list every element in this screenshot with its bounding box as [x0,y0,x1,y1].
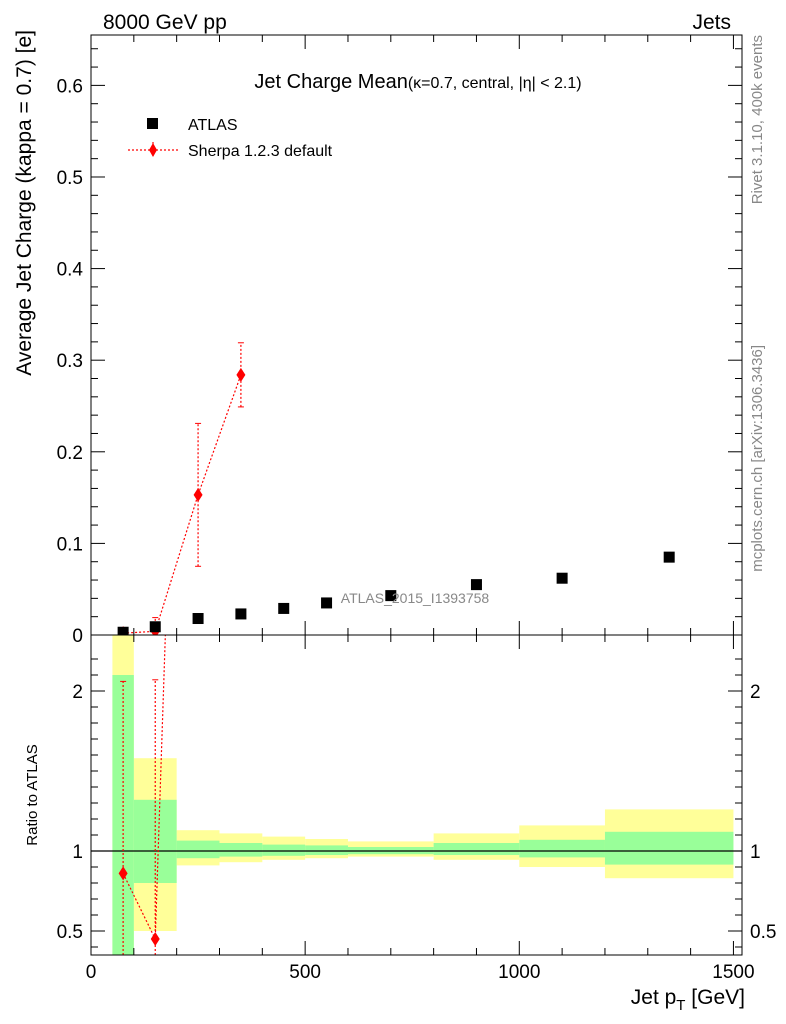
ratio-y-tick-label-right: 2 [750,682,761,703]
sherpa-point [236,367,246,382]
x-tick-label: 0 [86,962,97,983]
ratio-sherpa-point [150,932,160,946]
atlas-point [663,551,675,563]
ratio-band-inner [305,845,348,855]
atlas-point [278,602,290,614]
y-tick-label: 0.3 [57,351,83,372]
energy-label: 8000 GeV pp [103,11,227,34]
atlas-point [235,608,247,620]
watermark: ATLAS_2015_I1393758 [341,590,490,606]
y-tick-label: 0.2 [57,443,83,464]
y-tick-label: 0 [72,626,83,647]
y-tick-label: 0.5 [57,168,83,189]
process-label: Jets [692,11,731,34]
ratio-y-tick-label: 0.5 [57,922,83,943]
rivet-version-label: Rivet 3.1.10, 400k events [749,35,766,204]
atlas-point [556,572,568,584]
ratio-y-tick-label-right: 1 [750,842,761,863]
x-tick-label: 1500 [712,962,754,983]
atlas-point [321,597,333,609]
legend-marker-sherpa [149,143,157,157]
x-tick-label: 1000 [498,962,540,983]
ratio-band-inner [219,843,263,857]
ratio-band-inner [262,844,306,856]
atlas-point [385,590,397,602]
ratio-y-tick-label: 2 [72,682,83,703]
main-panel: 00.10.20.30.40.50.6 ATLAS_2015_I1393758 … [13,30,743,647]
ratio-panel-frame [90,634,743,956]
legend-marker-atlas [147,118,158,129]
x-axis-label-subscript: T [676,997,685,1014]
y-tick-label: 0.6 [57,76,83,97]
mcplots-label: mcplots.cern.ch [arXiv:1306.3436] [749,345,766,572]
legend-label-atlas: ATLAS [188,117,238,134]
atlas-point [192,613,204,625]
ratio-sherpa-point [118,866,128,881]
sherpa-line [123,374,242,634]
ratio-y-tick-label: 1 [72,842,83,863]
chart-title-sub: (κ=0.7, central, |η| < 2.1) [408,75,582,92]
legend: ATLAS Sherpa 1.2.3 default [128,117,333,160]
y-tick-label: 0.1 [57,534,83,555]
atlas-point [149,621,161,633]
ratio-band-inner [176,840,220,859]
atlas-point [470,579,482,591]
atlas-point [117,626,129,635]
chart-title-main: Jet Charge Mean [254,71,407,93]
x-tick-label: 500 [289,962,321,983]
ratio-y-axis-label: Ratio to ATLAS [24,744,41,845]
legend-label-sherpa: Sherpa 1.2.3 default [188,143,333,160]
y-tick-label: 0.4 [57,260,84,281]
ratio-panel: 0.5 0.5 1 1 2 2 0 500 1000 1500 Ratio to ATLAS [24,634,776,983]
ratio-y-tick-label-right: 0.5 [750,922,776,943]
sherpa-point [193,487,203,502]
chart-title: Jet Charge Mean(κ=0.7, central, |η| < 2.… [254,71,581,93]
x-axis-label: Jet pT [GeV] [631,986,745,1014]
ratio-band-inner [604,831,734,865]
y-axis-label: Average Jet Charge (kappa = 0.7) [e] [13,30,36,376]
ratio-band-inner [519,839,605,858]
ratio-band-inner [433,843,520,855]
